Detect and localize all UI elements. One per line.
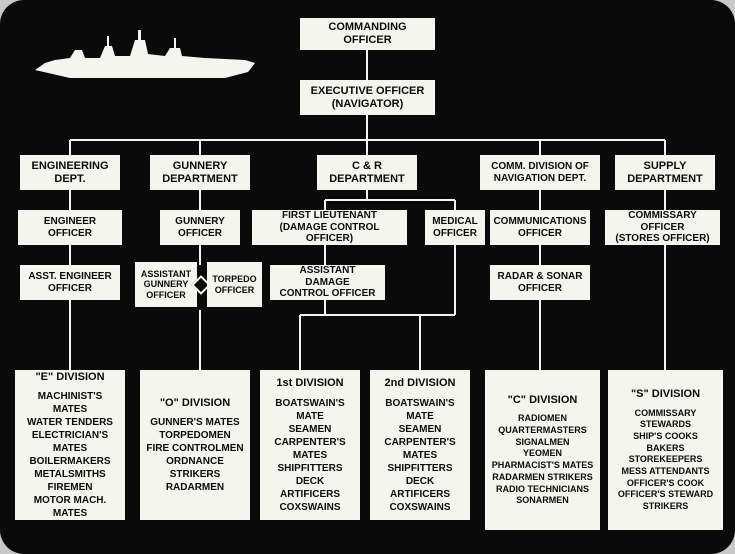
ship-icon	[30, 28, 260, 83]
asst-engineer-officer: ASST. ENGINEER OFFICER	[20, 265, 120, 300]
division-2nd: 2nd DIVISION BOATSWAIN'S MATE SEAMEN CAR…	[370, 370, 470, 520]
dept-engineering: ENGINEERING DEPT.	[20, 155, 120, 190]
div-2-title: 2nd DIVISION	[385, 376, 456, 390]
div-s-title: "S" DIVISION	[631, 387, 700, 401]
first-lieutenant: FIRST LIEUTENANT (DAMAGE CONTROL OFFICER…	[252, 210, 407, 245]
asst-gunnery-officer: ASSISTANT GUNNERY OFFICER	[135, 262, 197, 307]
div-c-title: "C" DIVISION	[508, 393, 578, 407]
division-c: "C" DIVISION RADIOMEN QUARTERMASTERS SIG…	[485, 370, 600, 530]
medical-officer: MEDICAL OFFICER	[425, 210, 485, 245]
div-e-title: "E" DIVISION	[35, 370, 104, 384]
org-chart-frame: COMMANDING OFFICER EXECUTIVE OFFICER (NA…	[0, 0, 735, 554]
dept-supply: SUPPLY DEPARTMENT	[615, 155, 715, 190]
radar-sonar-officer: RADAR & SONAR OFFICER	[490, 265, 590, 300]
div-o-title: "O" DIVISION	[160, 396, 230, 410]
xo-l1: EXECUTIVE OFFICER	[311, 85, 425, 98]
div-1-title: 1st DIVISION	[276, 376, 343, 390]
dept-cr: C & R DEPARTMENT	[317, 155, 417, 190]
commissary-officer: COMMISSARY OFFICER (STORES OFFICER)	[605, 210, 720, 245]
gunnery-officer: GUNNERY OFFICER	[160, 210, 240, 245]
dept-comm: COMM. DIVISION OF NAVIGATION DEPT.	[480, 155, 600, 190]
asst-damage-control-officer: ASSISTANT DAMAGE CONTROL OFFICER	[270, 265, 385, 300]
commanding-officer-box: COMMANDING OFFICER	[300, 18, 435, 50]
division-o: "O" DIVISION GUNNER'S MATES TORPEDOMEN F…	[140, 370, 250, 520]
xo-l2: (NAVIGATOR)	[332, 98, 404, 111]
division-s: "S" DIVISION COMMISSARY STEWARDS SHIP'S …	[608, 370, 723, 530]
engineer-officer: ENGINEER OFFICER	[18, 210, 122, 245]
division-1st: 1st DIVISION BOATSWAIN'S MATE SEAMEN CAR…	[260, 370, 360, 520]
executive-officer-box: EXECUTIVE OFFICER (NAVIGATOR)	[300, 80, 435, 115]
torpedo-officer: TORPEDO OFFICER	[207, 262, 262, 307]
dept-gunnery: GUNNERY DEPARTMENT	[150, 155, 250, 190]
communications-officer: COMMUNICATIONS OFFICER	[490, 210, 590, 245]
co-label: COMMANDING OFFICER	[306, 21, 429, 46]
division-e: "E" DIVISION MACHINIST'S MATES WATER TEN…	[15, 370, 125, 520]
